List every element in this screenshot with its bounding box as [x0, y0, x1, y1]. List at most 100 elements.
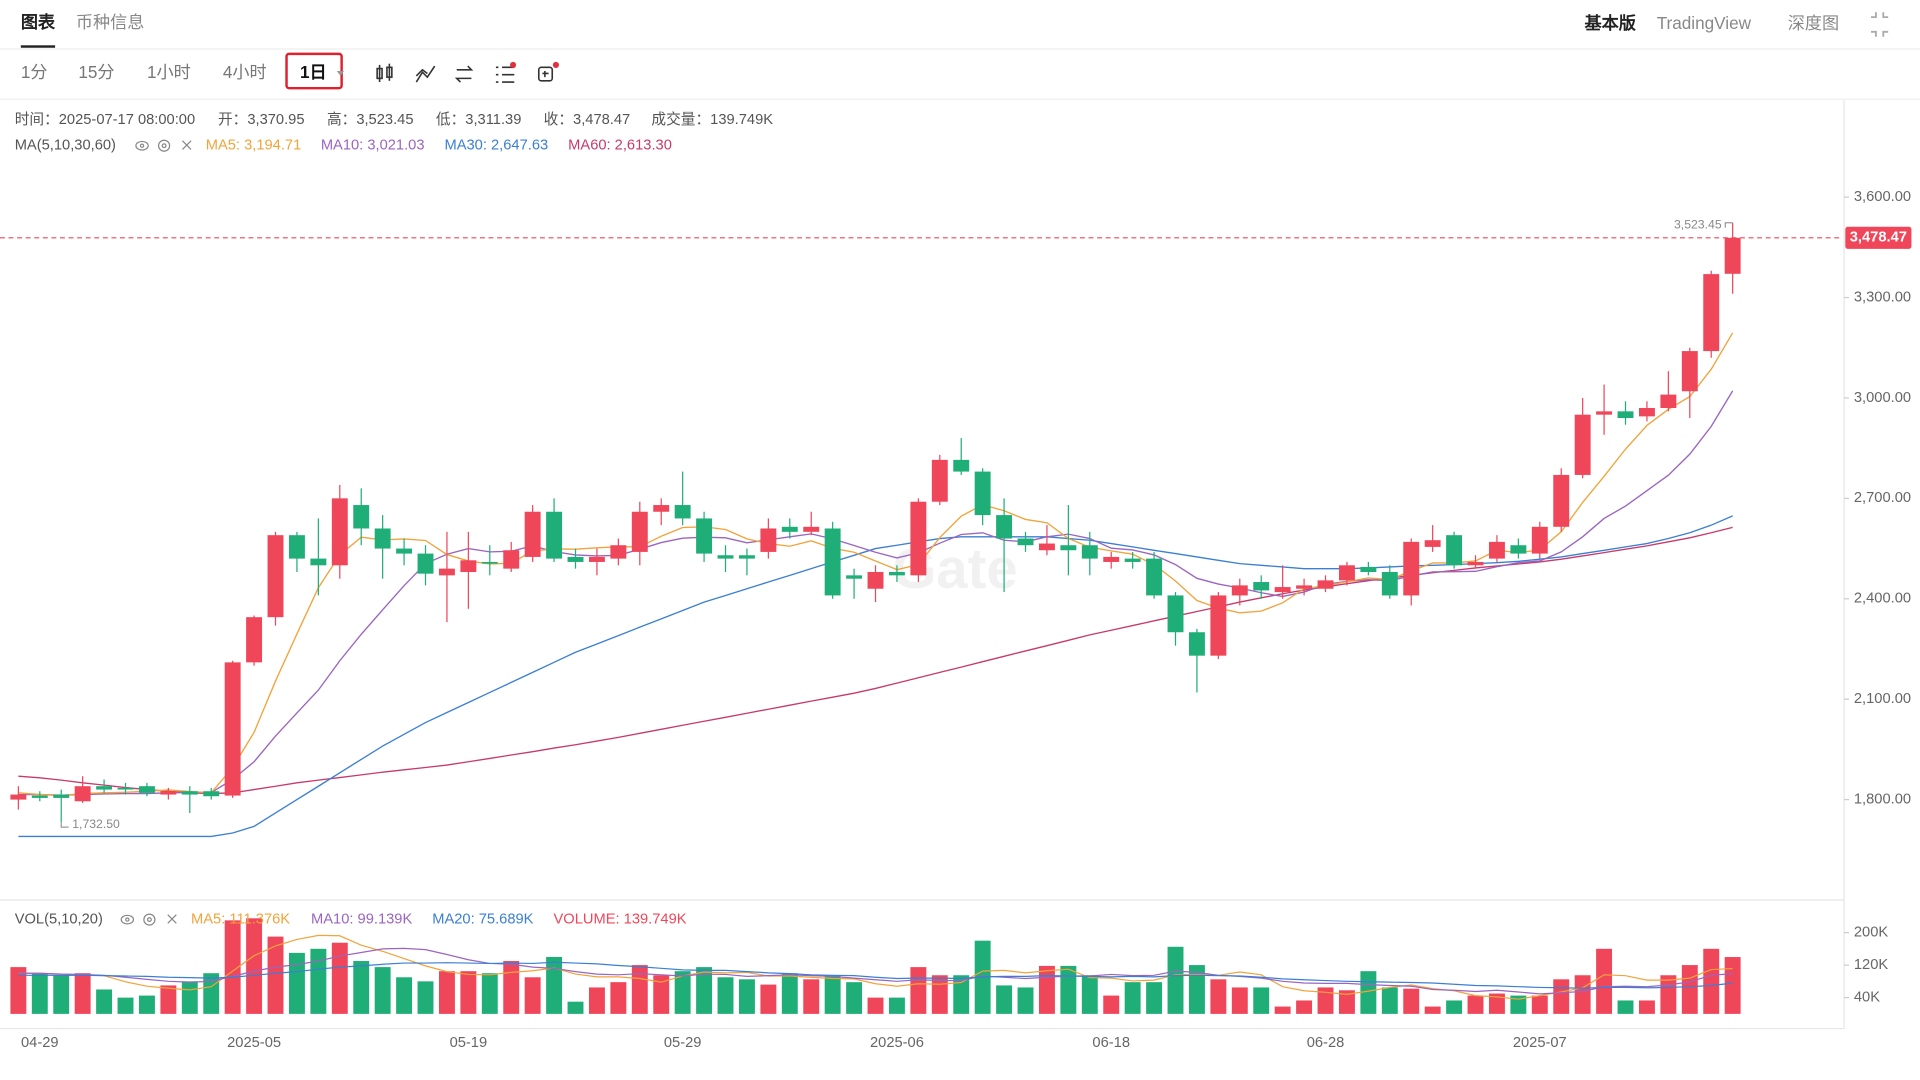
volume-bar: [931, 975, 948, 1014]
ma-legend: MA30: 2,647.63: [444, 138, 548, 154]
interval-button[interactable]: 1小时: [147, 62, 191, 82]
volume-legend: VOLUME: 139.749K: [553, 911, 686, 927]
interval-button[interactable]: 1日: [300, 62, 327, 82]
volume-bar: [1424, 1006, 1441, 1014]
ohlc-info: 收：3,478.47: [544, 111, 631, 128]
volume-bar: [1703, 948, 1720, 1014]
legend-icons: [120, 139, 192, 926]
view-switch[interactable]: 基本版: [1584, 13, 1636, 33]
volume-bar: [546, 956, 563, 1014]
volume-bar: [181, 981, 198, 1014]
candle-body: [696, 518, 713, 554]
candle-body: [1081, 545, 1098, 559]
y-tick-label: 120K: [1854, 957, 1889, 973]
tab[interactable]: 币种信息: [76, 12, 145, 32]
candle-body: [1210, 595, 1227, 656]
candle-body: [867, 571, 884, 589]
volume-bar: [1103, 995, 1120, 1014]
x-tick-label: 2025-07: [1513, 1035, 1567, 1051]
volume-bar: [1060, 965, 1077, 1014]
interval-button[interactable]: 15分: [78, 62, 114, 82]
visibility-icon[interactable]: [120, 914, 135, 925]
indicator-icon[interactable]: [415, 65, 436, 83]
volume-bar: [224, 920, 241, 1014]
volume-bar: [1467, 995, 1484, 1014]
candle-body: [331, 498, 348, 566]
candle-body: [910, 501, 927, 576]
volume-bar: [1081, 975, 1098, 1014]
settings-icon[interactable]: [143, 913, 156, 926]
volume-bar: [396, 977, 413, 1014]
candle-body: [1488, 541, 1505, 559]
ma-legend: MA10: 3,021.03: [321, 138, 425, 154]
y-tick-label: 1,800.00: [1854, 791, 1911, 807]
view-switch[interactable]: 深度图: [1788, 13, 1839, 33]
candle-body: [1531, 526, 1548, 554]
volume-bar: [96, 989, 113, 1014]
volume-bar: [460, 971, 477, 1014]
candle-body: [438, 568, 455, 576]
ma-line: [18, 390, 1734, 796]
candle-body: [1638, 407, 1655, 417]
volume-bar: [1167, 946, 1184, 1014]
volume-bar: [888, 997, 905, 1014]
volume-bar: [138, 995, 155, 1014]
volume-bar: [1146, 982, 1163, 1014]
candle-body: [1146, 558, 1163, 596]
candle-body: [1724, 237, 1741, 274]
volume-bar: [1188, 965, 1205, 1014]
volume-bar: [10, 967, 27, 1014]
volume-title: VOL(5,10,20): [15, 911, 103, 927]
candle-body: [117, 787, 134, 790]
candle-body: [1403, 541, 1420, 596]
ohlc-info: 成交量：139.749K: [651, 110, 773, 128]
candle-body: [738, 555, 755, 559]
candle-body: [1231, 585, 1248, 596]
y-tick-label: 40K: [1854, 989, 1880, 1005]
ma-title: MA(5,10,30,60): [15, 138, 116, 154]
y-tick-label: 3,000.00: [1854, 390, 1911, 406]
volume-bar: [1617, 1000, 1634, 1014]
view-switch[interactable]: TradingView: [1657, 13, 1752, 33]
swap-icon[interactable]: [454, 65, 474, 83]
volume-bar: [331, 942, 348, 1014]
candle-body: [181, 791, 198, 795]
volume-bar: [117, 997, 134, 1014]
dropdown-caret[interactable]: [336, 71, 345, 76]
candle-body: [610, 545, 627, 559]
volume-bar: [696, 967, 713, 1014]
candle-body: [31, 795, 48, 798]
candle-body: [781, 526, 798, 532]
remove-icon[interactable]: [167, 914, 177, 924]
fullscreen-icon[interactable]: [1871, 12, 1889, 37]
candle-body: [374, 528, 391, 549]
candle-body: [1317, 580, 1334, 589]
candle-body: [74, 786, 91, 802]
volume-bar: [1210, 979, 1227, 1014]
candle-body: [138, 786, 155, 793]
y-tick-label: 2,700.00: [1854, 490, 1911, 506]
candle-body: [310, 558, 327, 566]
candle-type-icon[interactable]: [376, 63, 393, 83]
notification-dot: [552, 61, 559, 68]
volume-bar: [53, 975, 70, 1014]
candle-body: [503, 550, 520, 569]
candle-body: [974, 471, 991, 516]
candle-body: [1167, 595, 1184, 633]
tab[interactable]: 图表: [21, 12, 56, 32]
settings-list-icon[interactable]: [495, 66, 515, 83]
remove-icon[interactable]: [182, 140, 192, 150]
volume-bar: [781, 973, 798, 1014]
volume-bar: [267, 936, 284, 1014]
volume-bar: [1338, 990, 1355, 1014]
tools-icon[interactable]: [537, 66, 554, 82]
interval-button[interactable]: 1分: [21, 62, 48, 82]
candle-body: [1553, 474, 1570, 527]
candle-body: [760, 528, 777, 552]
x-tick-label: 06-28: [1307, 1035, 1345, 1051]
y-tick-label: 2,400.00: [1854, 591, 1911, 607]
ohlc-info: 开：3,370.95: [218, 112, 305, 128]
interval-button[interactable]: 4小时: [223, 62, 267, 82]
visibility-icon[interactable]: [135, 140, 149, 151]
settings-icon[interactable]: [157, 139, 171, 152]
